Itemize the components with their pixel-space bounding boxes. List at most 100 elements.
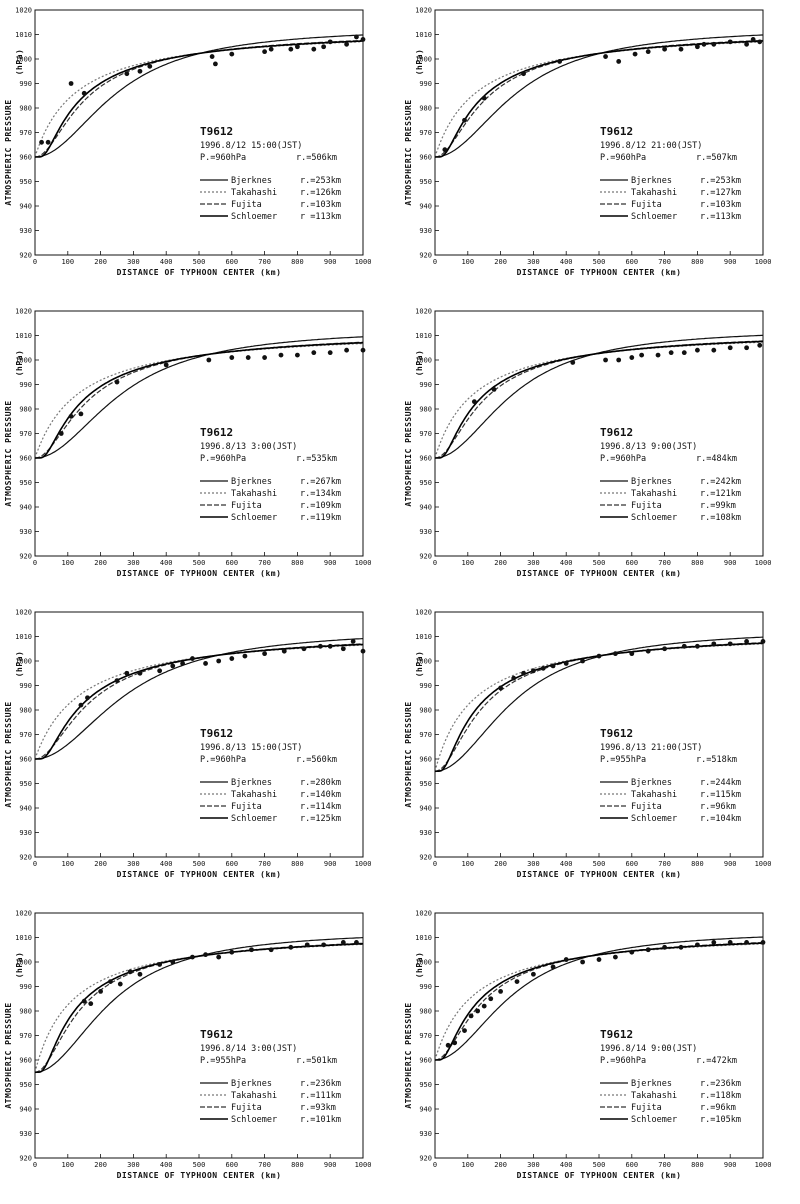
y-tick-label: 930 [19, 829, 32, 837]
data-point [278, 352, 284, 358]
legend-radius-fujita: r.=93km [300, 1103, 336, 1113]
x-tick-label: 100 [461, 559, 474, 567]
y-axis-label: ATMOSPHERIC PRESSURE [404, 99, 413, 205]
legend-radius-schloemer: r.=101km [300, 1115, 341, 1125]
data-point [78, 411, 84, 417]
y-tick-label: 920 [419, 252, 432, 260]
series-line-takahashi [435, 643, 763, 772]
x-tick-label: 1000 [355, 860, 372, 868]
legend-label-schloemer: Schloemer [631, 1115, 677, 1125]
central-pressure-label: P.=960hPa [600, 153, 646, 163]
y-tick-label: 990 [419, 80, 432, 88]
data-point [521, 670, 526, 676]
x-tick-label: 300 [527, 1161, 540, 1169]
chart-panel: 0 100 200 300 400 500 600 700 800 900 1000 920 930 94… [400, 301, 800, 602]
legend-radius-takahashi: r.=121km [700, 489, 741, 499]
y-tick-label: 930 [19, 1130, 32, 1138]
radius-label: r.=472km [696, 1056, 737, 1066]
y-tick-label: 1000 [15, 959, 32, 967]
legend-label-bjerknes: Bjerknes [631, 778, 672, 788]
x-tick-label: 0 [433, 258, 437, 266]
y-tick-label: 930 [419, 227, 432, 235]
legend-label-fujita: Fujita [631, 802, 662, 812]
y-tick-label: 930 [419, 1130, 432, 1138]
data-point [491, 387, 497, 392]
y-tick-label: 940 [19, 203, 32, 211]
legend-label-fujita: Fujita [631, 501, 662, 511]
chart-panel: 0 100 200 300 400 500 600 700 800 900 1000 920 930 94… [400, 602, 800, 903]
data-point [216, 954, 222, 960]
y-tick-label: 960 [419, 1057, 432, 1065]
radius-label: r.=484km [696, 454, 737, 464]
data-point [301, 646, 307, 652]
x-tick-label: 900 [324, 559, 337, 567]
legend-radius-fujita: r.=103km [300, 200, 341, 210]
data-point [744, 639, 749, 644]
legend-radius-takahashi: r.=115km [700, 790, 741, 800]
legend-radius-schloemer: r.=105km [700, 1115, 741, 1125]
legend-label-schloemer: Schloemer [231, 212, 277, 222]
series-line-schloemer [35, 40, 363, 158]
data-point [344, 41, 349, 47]
data-point [163, 362, 169, 368]
data-point [678, 46, 684, 52]
y-tick-label: 970 [19, 1032, 32, 1040]
data-point [580, 658, 585, 664]
central-pressure-label: P.=960hPa [200, 454, 246, 464]
data-point [442, 147, 448, 153]
data-point [462, 1028, 467, 1033]
data-point [354, 940, 359, 945]
data-point [203, 952, 208, 958]
data-point [360, 347, 366, 353]
y-tick-label: 940 [419, 1106, 432, 1114]
x-tick-label: 800 [691, 258, 704, 266]
x-tick-label: 600 [225, 258, 238, 266]
data-point [249, 947, 254, 953]
x-tick-label: 200 [94, 860, 107, 868]
data-point [727, 641, 733, 647]
x-tick-label: 200 [94, 559, 107, 567]
x-tick-label: 900 [324, 258, 337, 266]
y-tick-label: 1000 [415, 56, 432, 64]
y-tick-label: 940 [419, 203, 432, 211]
legend-label-bjerknes: Bjerknes [631, 477, 672, 487]
x-tick-label: 800 [291, 258, 304, 266]
x-tick-label: 800 [291, 1161, 304, 1169]
data-point [629, 949, 635, 955]
chart-svg: 0 100 200 300 400 500 600 700 800 900 1000 920 930 94… [404, 609, 771, 880]
data-point [580, 959, 585, 965]
legend-label-takahashi: Takahashi [631, 1091, 677, 1101]
data-point [311, 46, 317, 52]
y-tick-label: 980 [419, 406, 432, 414]
data-point [39, 139, 44, 145]
data-point [114, 678, 120, 683]
data-point [629, 651, 635, 657]
chart-title: T9612 [600, 727, 633, 740]
y-tick-label: 1010 [15, 31, 32, 39]
y-axis-label: ATMOSPHERIC PRESSURE [4, 1002, 13, 1108]
legend-radius-takahashi: r.=127km [700, 188, 741, 198]
data-point [462, 117, 467, 123]
legend-radius-fujita: r.=103km [700, 200, 741, 210]
data-point [209, 54, 215, 59]
data-point [662, 46, 667, 52]
x-tick-label: 200 [94, 258, 107, 266]
x-tick-label: 900 [324, 860, 337, 868]
legend-label-takahashi: Takahashi [231, 790, 277, 800]
radius-label: r.=507km [696, 153, 737, 163]
legend-radius-fujita: r.=109km [300, 501, 341, 511]
y-tick-label: 970 [19, 430, 32, 438]
x-tick-label: 500 [593, 559, 606, 567]
x-tick-label: 600 [225, 1161, 238, 1169]
data-point [354, 34, 359, 40]
data-point [288, 944, 294, 950]
legend-radius-bjerknes: r.=253km [700, 176, 741, 186]
radius-label: r.=560km [296, 755, 337, 765]
y-tick-label: 980 [19, 105, 32, 113]
data-point [488, 996, 494, 1002]
data-point [727, 345, 733, 351]
data-point [327, 350, 333, 356]
y-tick-label: 950 [419, 479, 432, 487]
y-tick-label: 1010 [15, 633, 32, 641]
data-point [511, 675, 517, 681]
